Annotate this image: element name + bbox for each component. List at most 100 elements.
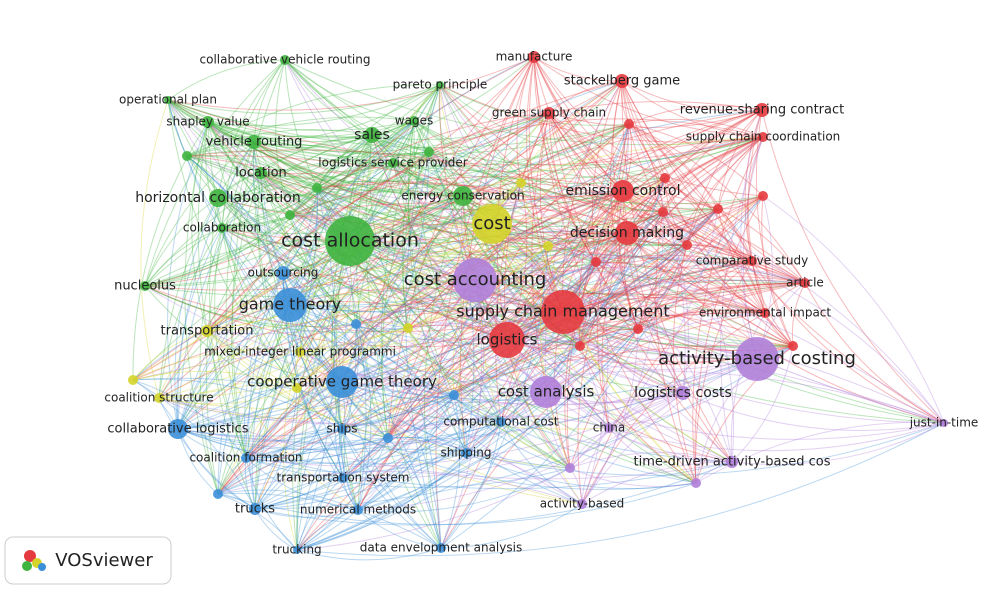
edge	[296, 387, 343, 430]
edge	[349, 240, 758, 360]
edge	[167, 59, 286, 101]
edge	[371, 134, 688, 246]
edge	[186, 150, 464, 197]
edge	[221, 59, 286, 229]
edge	[221, 227, 301, 353]
edge	[289, 176, 624, 216]
edge	[562, 123, 630, 313]
edge	[342, 437, 389, 479]
node	[496, 417, 506, 427]
edge	[206, 190, 624, 332]
edge	[413, 120, 666, 180]
edge	[731, 345, 794, 463]
edge	[260, 80, 623, 175]
edge	[158, 56, 535, 399]
edge	[608, 422, 945, 452]
edge	[413, 120, 639, 330]
logo: VOSviewer	[4, 536, 172, 585]
edge	[296, 120, 415, 551]
edge	[248, 272, 284, 510]
edge	[357, 394, 455, 511]
edge	[158, 240, 351, 399]
edge	[167, 56, 535, 111]
node	[758, 191, 768, 201]
node	[940, 419, 948, 427]
edge	[751, 260, 945, 424]
edge	[245, 279, 476, 459]
edge	[206, 279, 476, 335]
node-label: stackelberg game	[564, 74, 680, 89]
edge	[387, 56, 535, 439]
edge	[289, 304, 547, 393]
edge	[177, 141, 255, 430]
edge	[217, 448, 467, 495]
edge	[260, 172, 409, 329]
edge	[621, 80, 688, 246]
edge	[381, 151, 430, 439]
edge	[296, 328, 639, 551]
edge	[217, 162, 394, 200]
edge	[207, 121, 476, 281]
node	[249, 503, 261, 515]
edge	[545, 354, 758, 393]
edge	[520, 182, 610, 429]
edge	[628, 123, 664, 213]
edge	[755, 109, 794, 347]
edge	[637, 260, 753, 330]
edge	[380, 84, 441, 439]
edge	[664, 177, 719, 210]
node	[658, 207, 668, 217]
edge	[245, 457, 298, 551]
edge	[217, 482, 697, 526]
edge	[282, 272, 409, 329]
node	[353, 505, 363, 515]
edge	[526, 56, 564, 313]
edge	[221, 227, 298, 389]
edge	[440, 245, 549, 549]
node-label: game theory	[239, 295, 342, 314]
node	[154, 393, 164, 403]
edge	[207, 121, 389, 439]
edge	[579, 232, 628, 347]
edge	[474, 271, 766, 314]
edge	[506, 136, 764, 341]
edge	[296, 282, 806, 551]
edge	[662, 211, 766, 314]
edge	[357, 232, 628, 511]
edge	[608, 427, 733, 463]
edge	[299, 84, 441, 353]
edge	[206, 330, 359, 511]
node	[338, 473, 348, 483]
edge	[144, 123, 630, 287]
edge	[453, 136, 764, 396]
edge	[167, 99, 373, 139]
edge	[289, 304, 502, 423]
node	[726, 456, 738, 468]
edge	[289, 304, 455, 396]
edge	[392, 162, 684, 394]
edge	[207, 121, 571, 469]
edge	[282, 56, 535, 274]
edge	[387, 419, 502, 439]
edge	[761, 109, 945, 424]
edge	[474, 279, 758, 360]
edge	[253, 141, 318, 189]
edge	[371, 134, 547, 393]
edge	[579, 177, 666, 347]
edge	[608, 392, 684, 429]
edge	[207, 121, 522, 187]
edge	[407, 327, 571, 469]
edge	[548, 112, 753, 262]
edge	[260, 134, 373, 174]
node	[489, 322, 525, 358]
edge	[253, 141, 564, 313]
node-label: china	[593, 421, 626, 435]
edge	[545, 391, 945, 440]
edge	[495, 112, 550, 423]
edge	[167, 99, 298, 389]
edge	[341, 428, 697, 490]
edge	[548, 112, 624, 192]
edge	[491, 223, 733, 463]
edge	[217, 197, 547, 393]
node-label: operational plan	[119, 93, 217, 107]
